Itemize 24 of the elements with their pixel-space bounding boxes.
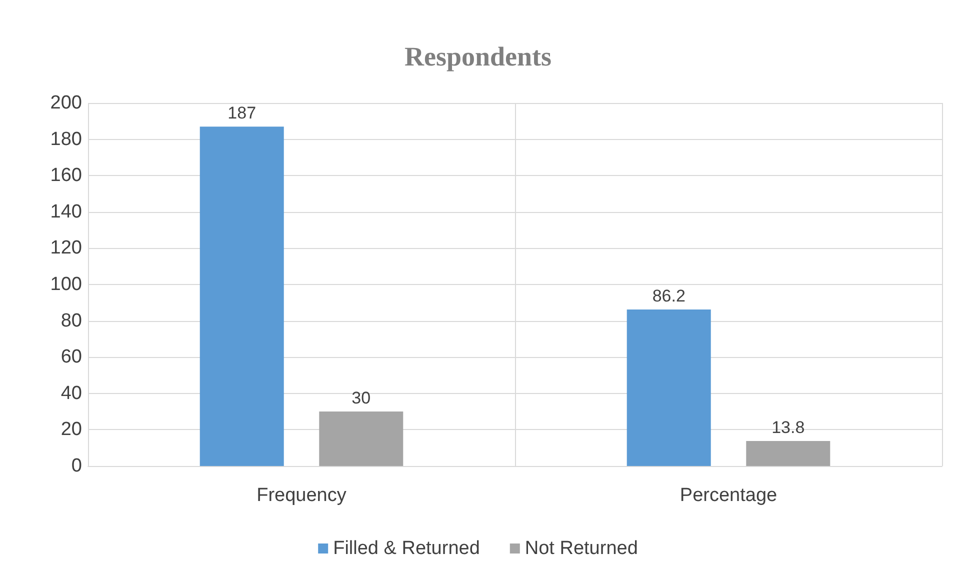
x-tick-label: Frequency xyxy=(256,485,347,506)
chart-title: Respondents xyxy=(404,42,552,72)
y-tick-label: 160 xyxy=(50,165,82,186)
y-tick-label: 140 xyxy=(50,201,82,222)
bar xyxy=(746,440,830,466)
legend-label: Not Returned xyxy=(524,538,638,559)
bar xyxy=(626,310,711,466)
bar xyxy=(319,412,404,466)
data-label: 30 xyxy=(352,388,371,408)
y-tick-label: 20 xyxy=(60,419,82,440)
data-label: 187 xyxy=(228,104,256,123)
legend-label: Filled & Returned xyxy=(333,538,480,559)
y-tick-label: 0 xyxy=(71,456,82,476)
bar xyxy=(200,126,284,466)
data-label: 86.2 xyxy=(652,286,686,306)
y-tick-label: 80 xyxy=(60,310,82,332)
y-tick-label: 120 xyxy=(50,238,82,259)
y-tick-label: 180 xyxy=(50,128,82,150)
y-tick-label: 200 xyxy=(50,92,82,114)
y-tick-label: 100 xyxy=(50,274,82,295)
data-label: 13.8 xyxy=(772,418,805,437)
y-tick-label: 60 xyxy=(60,346,82,368)
x-tick-label: Percentage xyxy=(680,485,778,506)
y-tick-label: 40 xyxy=(60,382,82,404)
